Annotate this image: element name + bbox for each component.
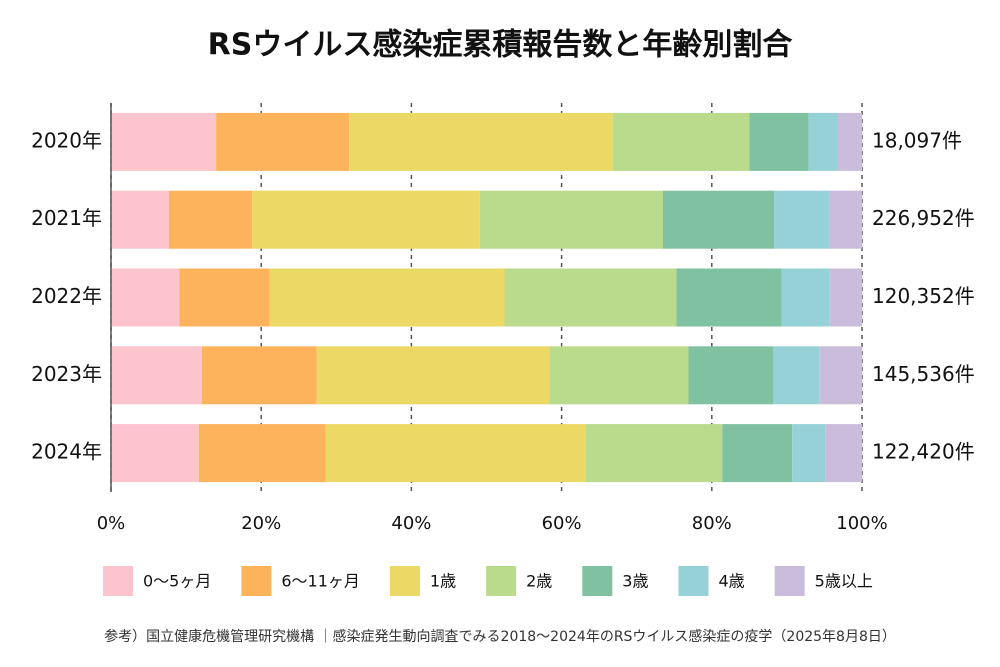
total-label: 122,420件 <box>872 440 975 464</box>
bar-segment <box>325 424 586 483</box>
bar-segment <box>269 268 505 327</box>
x-tick-label: 40% <box>391 513 431 534</box>
source-note: 参考）国立健康危機管理研究機構 ｜感染症発生動向調査でみる2018～2024年の… <box>104 628 896 645</box>
x-tick-label: 100% <box>836 513 887 534</box>
bar-segment <box>111 190 169 249</box>
bar-segment <box>316 346 550 405</box>
bar-segment <box>662 190 775 249</box>
bar-segment <box>201 346 317 405</box>
legend-swatch <box>103 566 133 596</box>
bar-segment <box>676 268 782 327</box>
bar-segment <box>479 190 663 249</box>
bar-segment <box>825 424 862 483</box>
bar-segment <box>111 424 199 483</box>
bar-segment <box>819 346 862 405</box>
bar-segment <box>504 268 677 327</box>
legend-swatch <box>678 566 709 596</box>
y-tick-label: 2023年 <box>31 362 102 386</box>
bar-segment <box>774 190 829 249</box>
x-tick-label: 20% <box>241 513 281 534</box>
legend-swatch <box>389 566 420 596</box>
bar-segment <box>111 268 180 327</box>
bar-segment <box>837 112 862 171</box>
bar-segment <box>252 190 480 249</box>
bar-segment <box>792 424 826 483</box>
bar-segment <box>216 112 350 171</box>
legend-label: 1歳 <box>430 572 456 591</box>
bar-segment <box>198 424 326 483</box>
bar-segment <box>749 112 809 171</box>
bar-segment <box>808 112 838 171</box>
y-tick-label: 2021年 <box>31 206 102 230</box>
bar-segment <box>168 190 253 249</box>
bar-segment <box>781 268 830 327</box>
total-label: 145,536件 <box>872 362 975 386</box>
total-label: 120,352件 <box>872 284 975 308</box>
chart-title: RSウイルス感染症累積報告数と年齢別割合 <box>208 28 793 63</box>
bar-segment <box>111 346 202 405</box>
legend-label: 5歳以上 <box>815 572 873 591</box>
x-tick-label: 80% <box>692 513 732 534</box>
legend-swatch <box>774 566 805 596</box>
x-tick-label: 60% <box>542 513 582 534</box>
y-tick-label: 2022年 <box>31 284 102 308</box>
total-label: 18,097件 <box>872 128 962 152</box>
bars <box>111 112 862 483</box>
bar-segment <box>349 112 613 171</box>
bar-segment <box>179 268 270 327</box>
x-tick-label: 0% <box>97 513 126 534</box>
legend-swatch <box>486 566 517 596</box>
bar-segment <box>773 346 820 405</box>
legend-label: 2歳 <box>526 572 552 591</box>
bar-segment <box>612 112 750 171</box>
y-tick-label: 2024年 <box>31 440 102 464</box>
legend-label: 3歳 <box>622 572 648 591</box>
bar-segment <box>585 424 723 483</box>
bar-segment <box>722 424 793 483</box>
bar-segment <box>549 346 689 405</box>
legend-label: 0～5ヶ月 <box>143 572 211 591</box>
bar-segment <box>829 268 862 327</box>
legend-label: 6～11ヶ月 <box>281 572 360 591</box>
bar-segment <box>828 190 862 249</box>
bar-segment <box>688 346 774 405</box>
legend-swatch <box>582 566 613 596</box>
total-label: 226,952件 <box>872 206 975 230</box>
y-tick-label: 2020年 <box>31 128 102 152</box>
legend-swatch <box>241 566 272 596</box>
bar-segment <box>111 112 217 171</box>
legend-label: 4歳 <box>718 572 744 591</box>
